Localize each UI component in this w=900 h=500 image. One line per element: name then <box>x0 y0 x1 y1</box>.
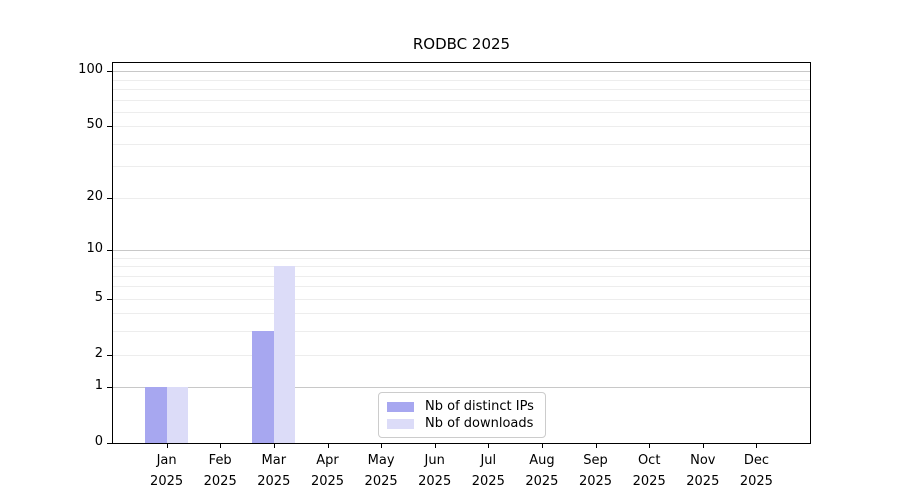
legend-label-downloads: Nb of downloads <box>425 416 534 431</box>
y-tick <box>107 71 112 73</box>
y-tick-label: 1 <box>94 378 103 394</box>
y-tick-label: 20 <box>86 188 103 204</box>
y-tick-label: 2 <box>94 345 103 361</box>
x-tick <box>327 444 329 448</box>
y-tick-label: 10 <box>86 240 103 256</box>
x-tick-label-jul: Jul 2025 <box>471 453 505 489</box>
y-tick <box>107 354 112 356</box>
y-gridline-minor <box>113 89 810 91</box>
x-tick-label-nov: Nov 2025 <box>686 453 720 489</box>
x-tick <box>649 444 651 448</box>
legend-label-distinct-ips: Nb of distinct IPs <box>425 399 534 414</box>
y-tick <box>107 249 112 251</box>
x-tick <box>166 444 168 448</box>
y-tick-label: 50 <box>86 117 103 133</box>
y-gridline-minor <box>113 126 810 128</box>
x-tick-label-may: May 2025 <box>364 453 398 489</box>
y-tick <box>107 387 112 389</box>
x-tick <box>756 444 758 448</box>
x-tick <box>702 444 704 448</box>
x-tick <box>220 444 222 448</box>
x-tick <box>488 444 490 448</box>
legend-swatch-downloads <box>387 418 414 429</box>
y-gridline-minor <box>113 286 810 288</box>
y-gridline-minor <box>113 166 810 168</box>
legend-item-downloads: Nb of downloads <box>387 415 536 432</box>
chart-title: RODBC 2025 <box>412 35 511 53</box>
y-gridline-minor <box>113 331 810 333</box>
y-gridline-minor <box>113 111 810 113</box>
bar-distinct-ips-jan <box>145 387 167 443</box>
y-gridline-minor <box>113 354 810 356</box>
bar-downloads-mar <box>273 266 296 443</box>
plot-area <box>112 62 811 444</box>
y-gridline-minor <box>113 99 810 101</box>
x-tick-label-aug: Aug 2025 <box>525 453 559 489</box>
x-tick <box>541 444 543 448</box>
y-gridline-major <box>113 249 810 251</box>
y-gridline-minor <box>113 313 810 315</box>
y-tick <box>107 126 112 128</box>
y-gridline-minor <box>113 197 810 199</box>
x-tick-label-oct: Oct 2025 <box>632 453 666 489</box>
y-tick <box>107 197 112 199</box>
x-tick-label-mar: Mar 2025 <box>257 453 291 489</box>
y-tick-label: 0 <box>94 434 103 449</box>
x-tick <box>434 444 436 448</box>
y-gridline-minor <box>113 257 810 259</box>
x-tick-label-jun: Jun 2025 <box>418 453 452 489</box>
x-tick-label-sep: Sep 2025 <box>578 453 613 489</box>
x-tick-label-apr: Apr 2025 <box>310 453 345 489</box>
legend-item-distinct-ips: Nb of distinct IPs <box>387 398 536 415</box>
x-tick-label-feb: Feb 2025 <box>203 453 237 489</box>
y-gridline-minor <box>113 79 810 81</box>
y-gridline-major <box>113 387 810 389</box>
x-tick-label-dec: Dec 2025 <box>739 453 773 489</box>
x-tick <box>381 444 383 448</box>
legend-swatch-distinct-ips <box>387 401 414 412</box>
y-gridline-minor <box>113 266 810 267</box>
x-tick <box>273 444 275 448</box>
y-gridline-minor <box>113 143 810 145</box>
x-tick <box>595 444 597 448</box>
y-gridline-major <box>113 71 810 73</box>
y-tick-label: 5 <box>94 289 103 305</box>
legend: Nb of distinct IPs Nb of downloads <box>378 392 546 438</box>
x-tick-label-jan: Jan 2025 <box>150 453 184 489</box>
bar-distinct-ips-mar <box>252 331 274 443</box>
y-tick <box>107 443 112 444</box>
y-tick-label: 100 <box>78 62 103 78</box>
y-gridline-minor <box>113 298 810 300</box>
bar-downloads-jan <box>166 387 189 443</box>
y-gridline-minor <box>113 275 810 277</box>
y-tick <box>107 298 112 300</box>
